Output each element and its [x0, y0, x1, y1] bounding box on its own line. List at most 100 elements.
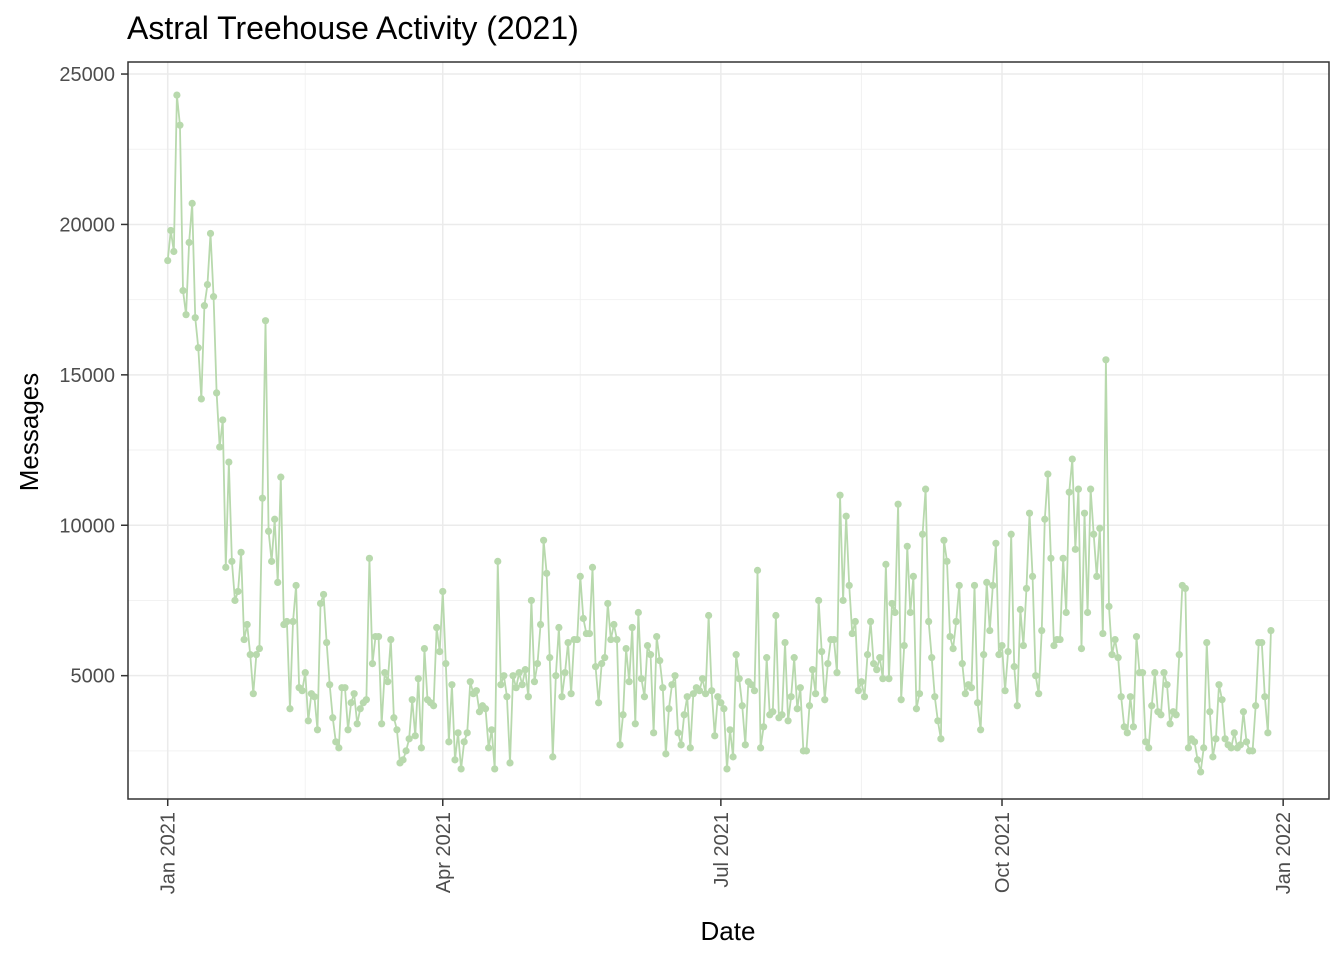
data-point — [258, 494, 267, 502]
data-point — [460, 738, 468, 746]
data-point — [601, 654, 609, 662]
data-point — [1193, 756, 1202, 764]
data-point — [958, 660, 966, 668]
data-point — [405, 735, 413, 743]
data-point — [741, 741, 749, 749]
data-point — [475, 708, 484, 716]
data-point — [384, 678, 392, 686]
data-point — [851, 617, 859, 626]
data-point — [701, 690, 710, 698]
data-point — [222, 563, 230, 571]
data-point — [304, 717, 312, 725]
data-point — [1108, 651, 1116, 659]
data-point — [1016, 605, 1024, 614]
data-point — [928, 654, 936, 662]
data-point — [845, 581, 853, 590]
data-point — [711, 732, 719, 740]
data-point — [408, 696, 416, 704]
data-point — [769, 708, 777, 716]
data-point — [503, 693, 511, 701]
data-point — [1056, 635, 1064, 644]
data-point — [1044, 470, 1052, 478]
data-point — [301, 669, 309, 677]
data-point — [885, 675, 893, 683]
data-point — [1090, 530, 1098, 538]
data-point — [1035, 690, 1043, 698]
series-line — [166, 94, 1272, 773]
data-point — [729, 753, 737, 761]
x-tick-label: Jan 2022 — [1273, 812, 1295, 894]
data-point — [753, 566, 762, 574]
data-point — [191, 314, 199, 322]
series-messages — [164, 91, 1275, 776]
data-point — [1071, 545, 1079, 553]
data-point — [420, 644, 429, 653]
data-point — [271, 515, 279, 523]
data-point — [931, 693, 939, 701]
data-point — [955, 581, 963, 590]
data-point — [1163, 681, 1171, 689]
data-point — [206, 229, 215, 238]
data-point — [937, 735, 945, 743]
data-point — [1111, 635, 1119, 644]
data-point — [536, 620, 545, 629]
data-point — [805, 702, 814, 710]
data-point — [387, 635, 395, 644]
data-point — [796, 684, 804, 692]
data-point — [646, 651, 655, 659]
data-point — [567, 690, 575, 698]
data-point — [812, 690, 820, 698]
x-tick-label: Jan 2021 — [158, 812, 180, 894]
data-point — [494, 557, 502, 565]
data-point — [888, 599, 896, 608]
data-point — [1239, 708, 1248, 716]
data-point — [1206, 708, 1214, 716]
data-point — [1209, 753, 1217, 761]
data-point — [268, 557, 276, 565]
data-point — [564, 638, 572, 647]
data-point — [695, 687, 704, 695]
data-point — [818, 648, 826, 656]
data-point — [656, 657, 664, 665]
data-point — [445, 738, 453, 746]
data-point — [686, 744, 694, 752]
data-point — [756, 744, 765, 752]
data-point — [402, 747, 410, 755]
data-point — [292, 581, 300, 590]
data-point — [665, 705, 673, 713]
data-point — [442, 660, 450, 668]
data-point — [1105, 602, 1113, 611]
data-point — [1249, 747, 1257, 755]
data-point — [274, 578, 282, 587]
data-point — [1114, 654, 1122, 662]
data-point — [1252, 702, 1260, 710]
data-point — [698, 675, 707, 683]
data-point — [708, 687, 716, 695]
data-point — [607, 635, 615, 644]
data-point — [613, 635, 621, 644]
data-point — [1093, 572, 1101, 581]
data-point — [860, 693, 869, 701]
data-point — [1126, 693, 1134, 701]
data-point — [854, 687, 862, 695]
data-point — [521, 666, 529, 674]
chart-title: Astral Treehouse Activity (2021) — [127, 10, 579, 46]
data-point — [399, 756, 407, 764]
data-point — [1190, 738, 1199, 746]
data-point — [378, 720, 386, 728]
x-tick-label: Oct 2021 — [992, 812, 1014, 893]
data-point — [203, 281, 212, 289]
data-point — [946, 632, 954, 641]
data-point — [182, 311, 190, 319]
data-point — [533, 660, 542, 668]
data-point — [714, 693, 722, 701]
data-point — [842, 512, 850, 520]
data-point — [1022, 584, 1031, 593]
data-point — [240, 635, 248, 644]
data-point — [912, 705, 921, 713]
data-point — [1004, 648, 1012, 656]
data-point — [619, 711, 627, 719]
data-point — [906, 608, 914, 617]
data-point — [264, 527, 273, 535]
